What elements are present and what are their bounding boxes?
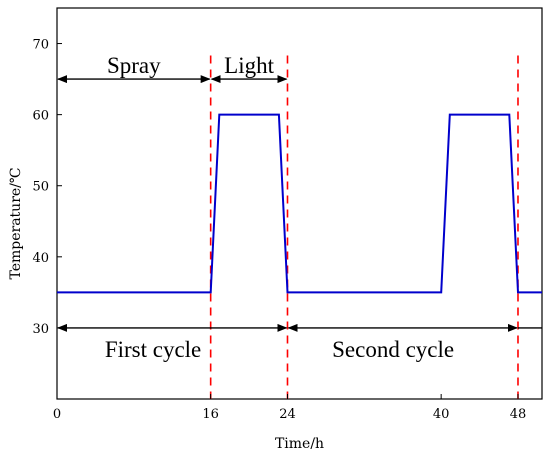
y-tick-label: 60 xyxy=(32,109,49,124)
annotation-arrows xyxy=(57,75,542,332)
y-tick-label: 50 xyxy=(32,180,49,195)
x-axis-ticks: 0 16 24 40 48 xyxy=(53,394,526,422)
dashed-lines xyxy=(209,55,519,399)
temperature-series-line xyxy=(57,113,542,294)
x-tick-label: 40 xyxy=(433,407,450,422)
annotations: Spray Light First cycle Second cycle xyxy=(105,53,454,362)
y-tick-label: 40 xyxy=(32,251,49,266)
x-axis-title: Time/h xyxy=(275,436,324,452)
y-axis-title: Temperature/℃ xyxy=(8,167,24,279)
series xyxy=(57,113,542,294)
annotation-label: Spray xyxy=(107,53,161,78)
annotation-label: Second cycle xyxy=(332,337,454,362)
y-tick-label: 30 xyxy=(32,322,49,337)
x-tick-label: 16 xyxy=(202,407,219,422)
y-axis-ticks: 30 40 50 60 70 xyxy=(32,38,62,337)
x-tick-label: 0 xyxy=(53,407,61,422)
annotation-label: First cycle xyxy=(105,337,201,362)
x-tick-label: 48 xyxy=(510,407,527,422)
x-tick-label: 24 xyxy=(279,407,296,422)
y-tick-label: 70 xyxy=(32,38,49,53)
annotation-label: Light xyxy=(224,53,274,78)
plot-area-frame xyxy=(56,7,543,400)
